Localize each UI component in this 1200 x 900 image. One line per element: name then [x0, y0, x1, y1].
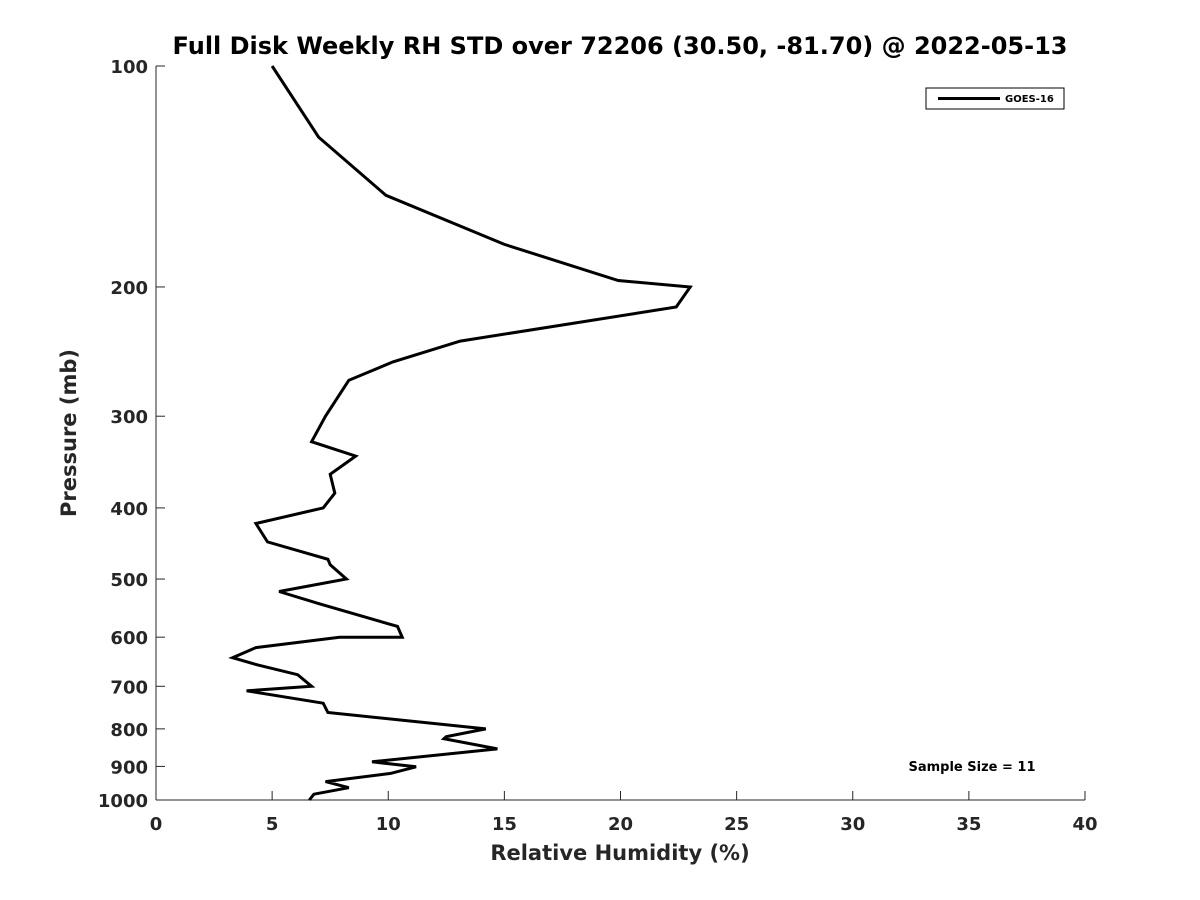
- legend: GOES-16: [925, 87, 1065, 110]
- y-tick-label: 300: [110, 407, 148, 428]
- x-tick-label: 35: [956, 814, 981, 835]
- y-tick-label: 100: [110, 57, 148, 78]
- chart-title: Full Disk Weekly RH STD over 72206 (30.5…: [173, 32, 1068, 60]
- x-tick-label: 30: [840, 814, 865, 835]
- x-axis-label: Relative Humidity (%): [490, 841, 749, 865]
- sample-size-annotation: Sample Size = 11: [908, 760, 1035, 775]
- x-tick-label: 20: [608, 814, 633, 835]
- y-axis-label: Pressure (mb): [57, 349, 81, 517]
- y-tick-label: 800: [110, 720, 148, 741]
- legend-label-goes-16: GOES-16: [1005, 94, 1054, 105]
- x-tick-label: 10: [376, 814, 401, 835]
- x-tick-label: 5: [266, 814, 279, 835]
- y-tick-label: 1000: [98, 791, 148, 812]
- x-tick-label: 0: [150, 814, 163, 835]
- plot-area: 0 5 10 15 20 25 30 35 40 100 200 300 400 500 600 700 800…: [98, 57, 1098, 835]
- x-tick-label: 15: [492, 814, 517, 835]
- y-tick-label: 200: [110, 278, 148, 299]
- y-tick-label: 500: [110, 570, 148, 591]
- y-tick-label: 700: [110, 677, 148, 698]
- x-tick-label: 25: [724, 814, 749, 835]
- series-line-goes-16: [228, 65, 693, 801]
- y-tick-label: 900: [110, 757, 148, 778]
- y-tick-label: 400: [110, 499, 148, 520]
- x-tick-label: 40: [1072, 814, 1097, 835]
- y-tick-label: 600: [110, 628, 148, 649]
